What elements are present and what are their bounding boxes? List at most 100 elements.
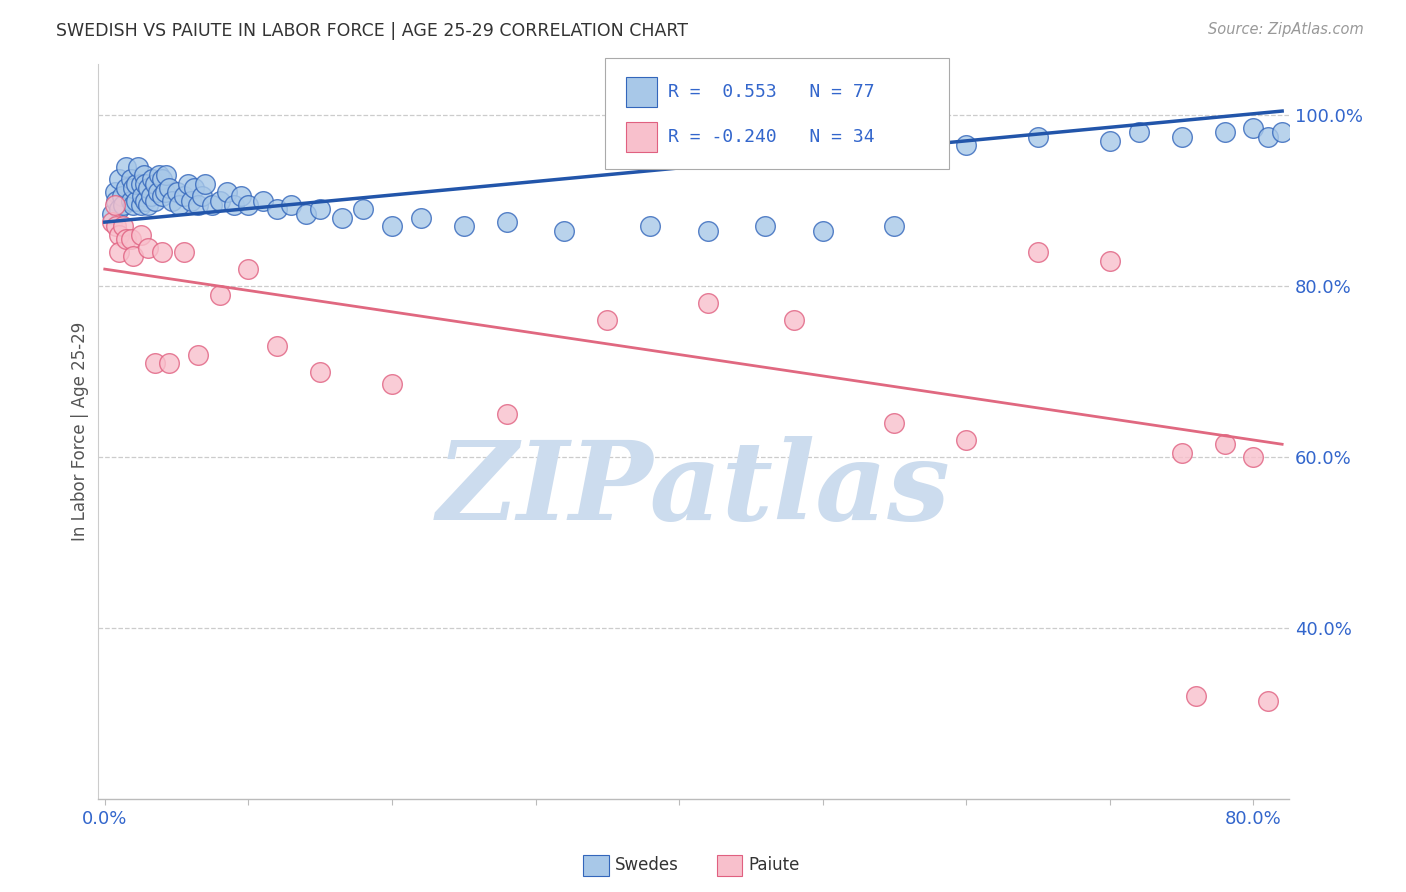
Point [883,219,905,234]
Point [157,356,180,370]
Point [1098,134,1121,148]
Point [131,189,153,203]
Point [1170,129,1192,144]
Point [553,224,575,238]
Point [115,181,138,195]
Point [294,206,316,220]
Point [783,313,806,327]
Text: Swedes: Swedes [614,856,678,874]
Point [173,189,195,203]
Point [208,194,231,208]
Text: R =  0.553   N = 77: R = 0.553 N = 77 [668,83,875,101]
Point [150,189,173,203]
Point [754,219,776,234]
Point [1257,129,1279,144]
Point [1026,129,1049,144]
Point [112,219,135,234]
Point [150,245,173,260]
Point [105,194,128,208]
Point [101,215,124,229]
Point [309,202,332,217]
Point [381,219,404,234]
Point [143,194,166,208]
Point [162,194,184,208]
Point [696,224,718,238]
Point [105,219,128,234]
Point [201,198,224,212]
Point [143,356,166,370]
Point [108,172,131,186]
Point [381,377,404,392]
Point [166,185,188,199]
Point [134,177,156,191]
Point [104,185,127,199]
Point [955,138,977,153]
Point [173,245,195,260]
Point [1257,693,1279,707]
Point [266,202,288,217]
Point [1026,245,1049,260]
Point [1098,253,1121,268]
Point [115,160,138,174]
Point [187,198,209,212]
Point [640,219,662,234]
Point [191,189,214,203]
Point [1241,121,1264,136]
Point [238,198,260,212]
Point [495,215,517,229]
Point [231,189,253,203]
Point [155,168,177,182]
Point [129,177,152,191]
Point [115,232,138,246]
Point [177,177,200,191]
Point [111,189,134,203]
Point [811,224,834,238]
Point [330,211,353,225]
Text: Paiute: Paiute [748,856,800,874]
Point [883,416,905,430]
Point [112,198,135,212]
Point [150,172,173,186]
Point [1213,437,1236,451]
Point [180,194,202,208]
Point [101,206,124,220]
Point [169,198,191,212]
Point [146,185,169,199]
Point [132,168,155,182]
Point [122,181,145,195]
Point [1241,450,1264,464]
Point [108,227,131,242]
Point [127,160,149,174]
Point [125,194,148,208]
Point [352,202,374,217]
Point [309,365,332,379]
Point [139,189,162,203]
Point [141,172,163,186]
Point [495,408,517,422]
Text: ZIPatlas: ZIPatlas [436,436,950,544]
Point [453,219,475,234]
Point [143,177,166,191]
Point [1170,446,1192,460]
Point [1213,125,1236,139]
Point [148,168,170,182]
Point [596,313,619,327]
Point [194,177,217,191]
Point [409,211,432,225]
Text: Source: ZipAtlas.com: Source: ZipAtlas.com [1208,22,1364,37]
Point [266,339,288,353]
Point [104,198,127,212]
Point [1271,125,1294,139]
Point [183,181,205,195]
Y-axis label: In Labor Force | Age 25-29: In Labor Force | Age 25-29 [72,322,89,541]
Point [108,202,131,217]
Point [252,194,274,208]
Point [120,194,142,208]
Point [280,198,302,212]
Point [125,177,148,191]
Point [215,185,238,199]
Point [208,287,231,301]
Point [187,347,209,361]
Point [136,241,159,255]
Point [136,198,159,212]
